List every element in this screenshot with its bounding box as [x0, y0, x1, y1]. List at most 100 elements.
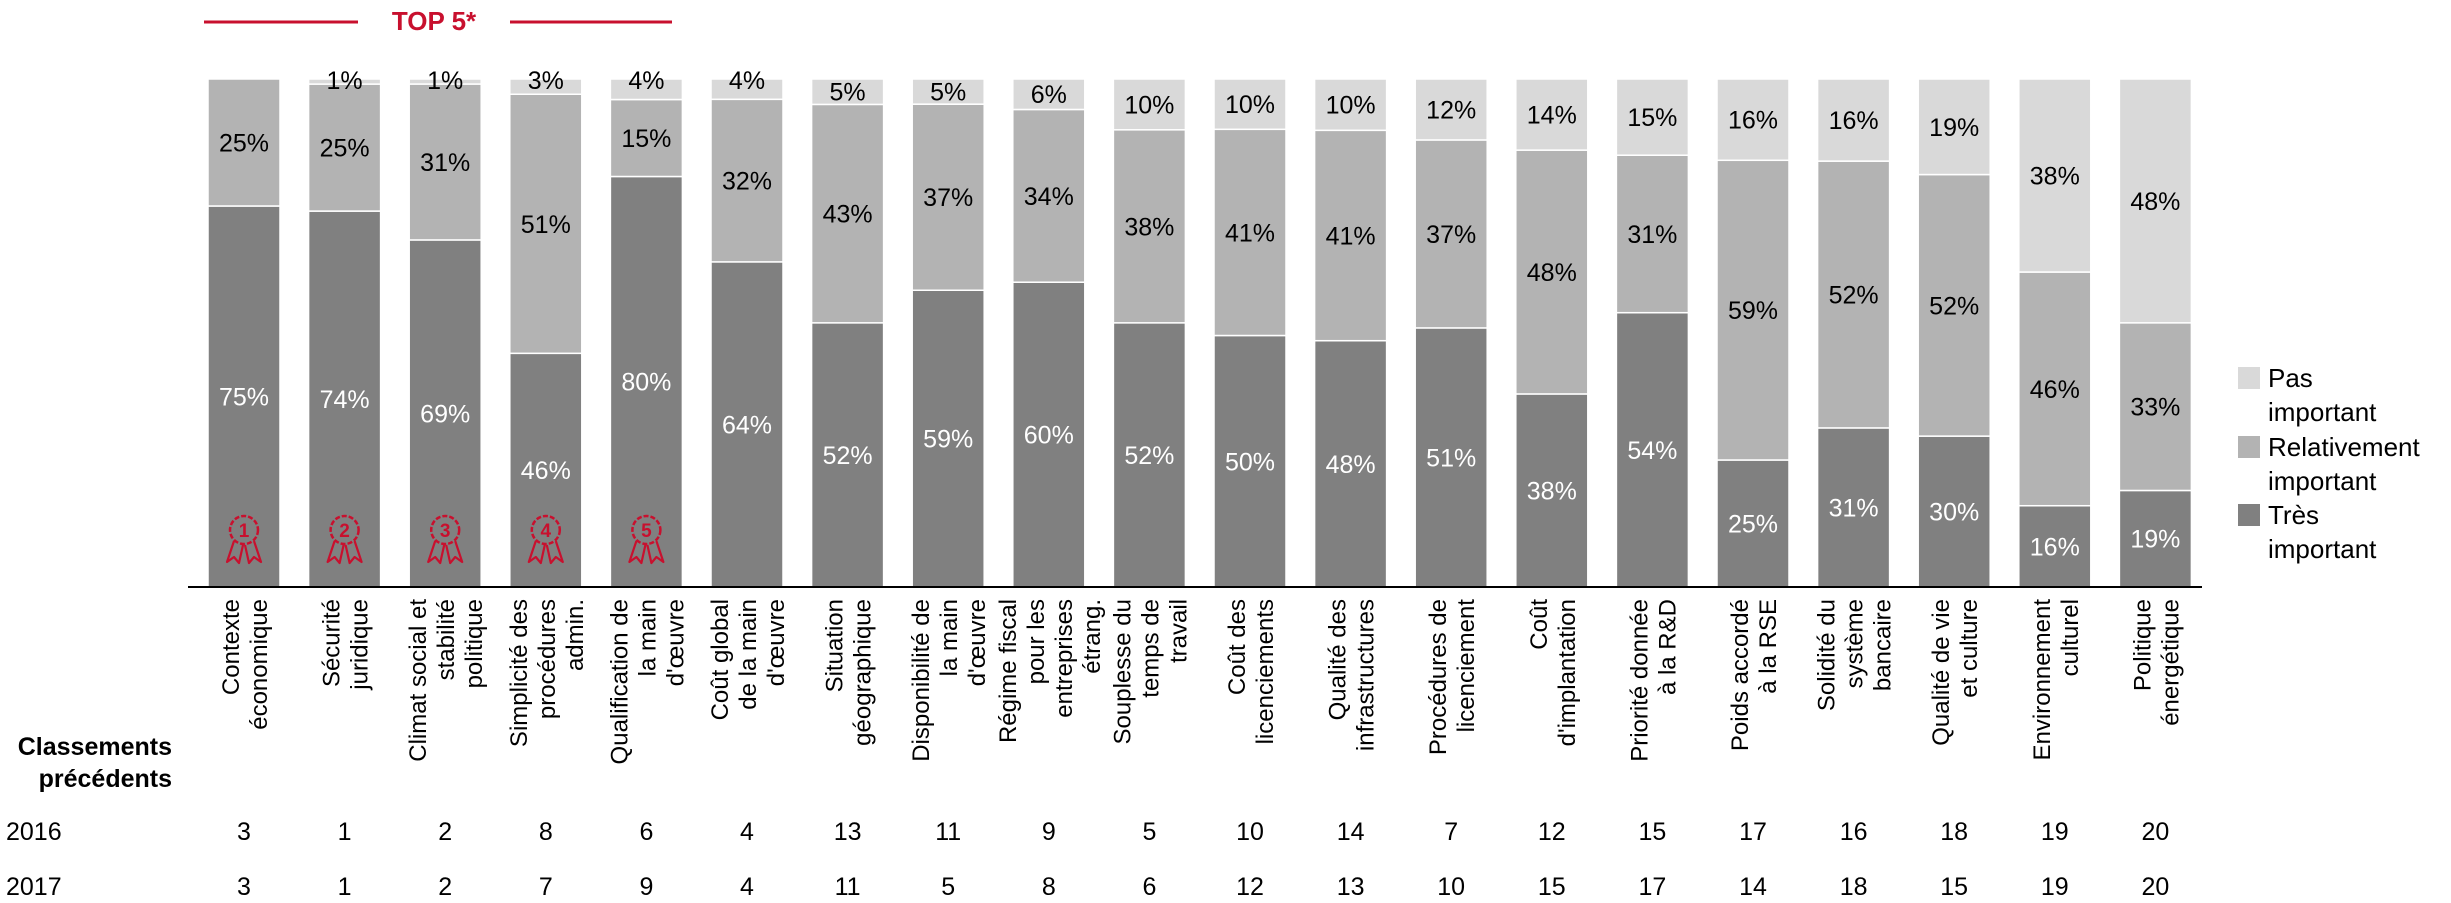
bar-segment-relativement-15 [1615, 154, 1690, 314]
category-label-5: Qualification de [606, 599, 633, 764]
bar-segment-tres-20 [2118, 489, 2193, 588]
legend-swatch-3 [2238, 504, 2260, 526]
category-label-10: Souplesse du [1109, 599, 1136, 744]
category-label-20: énergétique [2157, 599, 2184, 726]
bar-segment-pas-4 [509, 78, 583, 95]
bar-segment-relativement-18 [1917, 173, 1991, 437]
rankings-title: Classements [18, 733, 172, 761]
category-label-6: de la main [735, 599, 762, 710]
rank-value: 4 [740, 818, 754, 846]
data-label-pas-12: 10% [1326, 92, 1376, 120]
category-label-5: d'œuvre [662, 599, 689, 686]
data-label-pas-18: 19% [1929, 114, 1979, 142]
rank-value: 18 [1940, 818, 1968, 846]
bar-segment-relativement-14 [1515, 149, 1589, 395]
rank-value: 17 [1739, 818, 1767, 846]
rank-value: 15 [1940, 873, 1968, 901]
rank-value: 5 [941, 873, 955, 901]
data-label-pas-19: 38% [2030, 163, 2080, 191]
data-label-relativement-14: 48% [1527, 259, 1577, 287]
rankings-year-2016: 2016 [6, 818, 62, 846]
category-label-1: économique [246, 599, 273, 730]
rank-value: 16 [1840, 818, 1868, 846]
category-label-17: système [1842, 599, 1869, 688]
category-label-9: pour les [1023, 599, 1050, 684]
data-label-tres-17: 31% [1829, 494, 1879, 522]
bar-segment-pas-9 [1012, 78, 1086, 111]
data-label-relativement-6: 32% [722, 168, 772, 196]
data-label-tres-15: 54% [1627, 437, 1677, 465]
rank-value: 12 [1538, 818, 1566, 846]
bar-segment-relativement-11 [1213, 128, 1287, 337]
bar-segment-pas-6 [710, 78, 784, 101]
data-label-relativement-7: 43% [823, 201, 873, 229]
bar-segment-pas-15 [1615, 78, 1690, 156]
legend-label-2: Relativement [2268, 432, 2421, 462]
badges-layer: 1 2 3 4 5 [225, 514, 665, 565]
category-label-6: Coût global [707, 599, 734, 720]
bar-segment-relativement-19 [2018, 271, 2092, 507]
rank-badge-icon-3: 3 [427, 514, 464, 565]
category-label-8: Disponibilité de [908, 599, 935, 762]
data-label-tres-16: 25% [1728, 511, 1778, 539]
category-label-20: Politique [2129, 599, 2156, 691]
data-label-relativement-12: 41% [1326, 223, 1376, 251]
category-label-9: Régime fiscal [995, 599, 1022, 743]
bar-segment-relativement-3 [408, 83, 482, 241]
data-label-tres-20: 19% [2130, 526, 2180, 554]
category-labels: Contexte économique Sécurité juridique Clima… [218, 599, 2184, 765]
rank-value: 6 [1142, 873, 1156, 901]
rank-badge-icon-4: 4 [527, 514, 564, 565]
bar-segment-pas-14 [1515, 78, 1589, 151]
data-label-pas-3: 1% [427, 67, 463, 95]
category-label-10: temps de [1137, 599, 1164, 698]
rank-value: 20 [2141, 873, 2169, 901]
category-label-15: Priorité donnée [1626, 599, 1653, 762]
data-label-tres-11: 50% [1225, 448, 1275, 476]
bar-segment-relativement-6 [710, 98, 784, 263]
rank-value: 17 [1638, 873, 1666, 901]
rank-value: 7 [539, 873, 553, 901]
category-label-18: et culture [1956, 599, 1983, 698]
bar-segment-pas-7 [810, 78, 885, 106]
category-label-1: Contexte [218, 599, 245, 695]
category-label-13: licenciement [1453, 599, 1480, 733]
top5-header: TOP 5* [204, 6, 672, 36]
data-label-tres-2: 74% [320, 386, 370, 414]
data-label-pas-7: 5% [830, 79, 866, 107]
bar-segment-relativement-13 [1414, 139, 1488, 329]
rank-badge-icon-2: 2 [326, 514, 363, 565]
rank-value: 15 [1638, 818, 1666, 846]
category-label-7: géographique [850, 599, 877, 746]
rank-value: 3 [237, 873, 251, 901]
rank-value: 13 [834, 818, 862, 846]
legend-swatch-2 [2238, 436, 2260, 458]
data-label-relativement-5: 15% [621, 125, 671, 153]
data-label-relativement-16: 59% [1728, 297, 1778, 325]
data-label-relativement-8: 37% [923, 184, 973, 212]
category-label-14: d'implantation [1554, 599, 1581, 746]
bar-segment-relativement-2 [307, 83, 382, 212]
rank-value: 6 [639, 818, 653, 846]
bar-segment-relativement-1 [207, 78, 281, 207]
category-label-6: d'œuvre [763, 599, 790, 686]
category-label-12: infrastructures [1353, 599, 1380, 751]
data-label-pas-8: 5% [930, 79, 966, 107]
data-label-pas-2: 1% [327, 67, 363, 95]
data-label-pas-5: 4% [628, 67, 664, 95]
data-label-tres-9: 60% [1024, 422, 1074, 450]
data-label-tres-14: 38% [1527, 477, 1577, 505]
rank-badge-number: 3 [440, 521, 451, 542]
bar-segment-pas-16 [1716, 78, 1790, 162]
bar-segment-tres-17 [1816, 427, 1891, 588]
rankings-year-2017: 2017 [6, 873, 62, 901]
bar-segment-pas-18 [1917, 78, 1991, 176]
category-label-15: à la R&D [1654, 599, 1681, 695]
rank-value: 19 [2041, 818, 2069, 846]
rank-value: 18 [1840, 873, 1868, 901]
data-label-relativement-17: 52% [1829, 282, 1879, 310]
data-label-relativement-2: 25% [320, 135, 370, 163]
rank-value: 8 [1042, 873, 1056, 901]
data-label-tres-3: 69% [420, 400, 470, 428]
